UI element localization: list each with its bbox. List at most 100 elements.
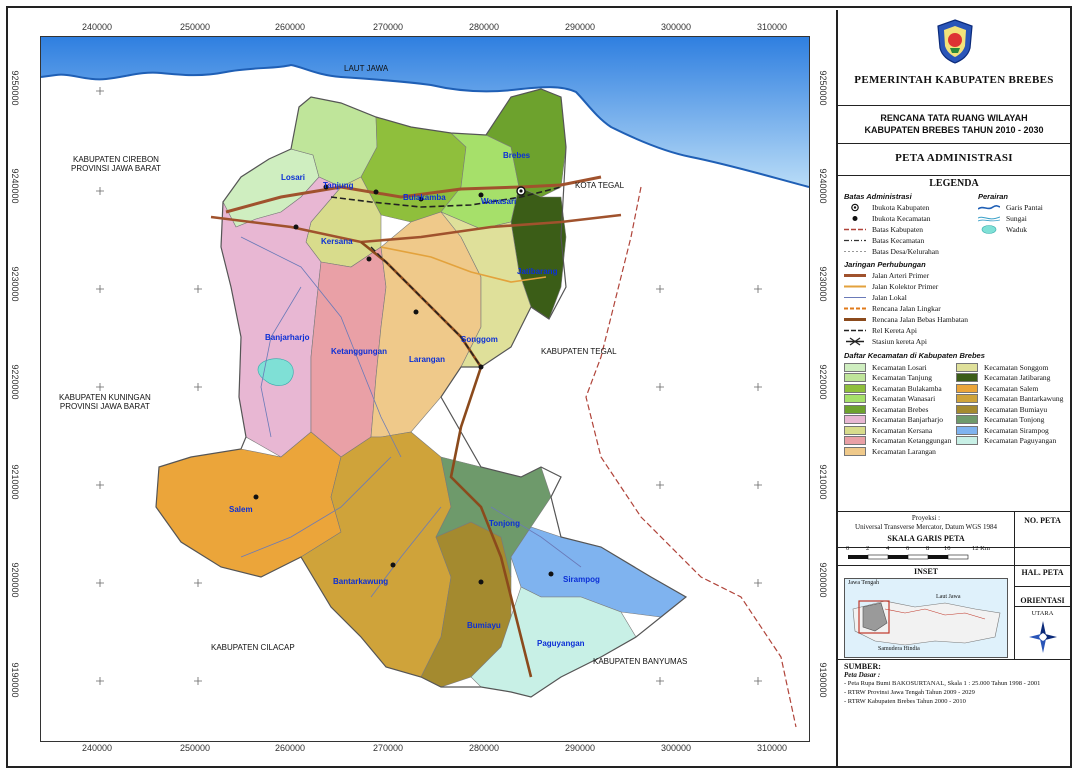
scale-bar xyxy=(848,554,969,560)
daftar-label: Kecamatan Larangan xyxy=(872,446,936,456)
daftar-label: Kecamatan Bantarkawung xyxy=(984,394,1064,404)
swatch-bumiayu xyxy=(956,404,978,414)
info-panel: PEMERINTAH KABUPATEN BREBES RENCANA TATA… xyxy=(836,10,1070,766)
sea-label: LAUT JAWA xyxy=(344,64,389,73)
daftar-label: Kecamatan Bulakamba xyxy=(872,383,942,393)
source-3: - RTRW Kabupaten Brebes Tahun 2000 - 201… xyxy=(844,698,966,705)
daftar-label: Kecamatan Sirampog xyxy=(984,425,1049,435)
x-tick-bottom-300000: 300000 xyxy=(660,743,692,753)
jalan-arteri-symbol xyxy=(844,271,866,280)
legend-ibukota-kecamatan: Ibukota Kecamatan xyxy=(844,214,931,223)
inset-title: INSET xyxy=(913,567,938,576)
north-arrow-icon xyxy=(1029,621,1057,653)
kecamatan-label-brebes: Brebes xyxy=(503,151,531,160)
inset-section: INSET HAL. PETA ORIENTASI UTARA Jawa Ten… xyxy=(838,566,1070,660)
batas-kecamatan-symbol xyxy=(844,236,866,245)
daftar-label: Kecamatan Wanasari xyxy=(872,394,936,404)
swatch-bulakamba xyxy=(844,383,866,393)
road-arteri-primer xyxy=(225,175,602,214)
x-tick-top-250000: 250000 xyxy=(179,22,211,32)
map-title-section: PETA ADMINISTRASI xyxy=(838,144,1070,176)
perairan-title: Perairan xyxy=(978,192,1009,201)
x-tick-top-300000: 300000 xyxy=(660,22,692,32)
x-tick-top-290000: 290000 xyxy=(564,22,596,32)
sea-area xyxy=(41,37,809,187)
reservoir xyxy=(257,358,294,386)
y-tick-right-9190000: 9190000 xyxy=(818,662,828,698)
scale-tick-12: 12 Km xyxy=(972,545,990,552)
projection-section: Proyeksi : Universal Transverse Mercator… xyxy=(838,512,1070,548)
daftar-item-wanasari: Kecamatan Wanasari xyxy=(844,394,951,405)
kecamatan-label-bulakamba: Bulakamba xyxy=(403,193,446,202)
swatch-paguyangan xyxy=(956,436,978,446)
daftar-label: Kecamatan Kersana xyxy=(872,425,933,435)
y-tick-left-9210000: 9210000 xyxy=(10,464,20,500)
legend-batas-kecamatan: Batas Kecamatan xyxy=(844,236,924,245)
scale-tick-4: 4 xyxy=(886,545,890,552)
kecamatan-label-ketanggungan: Ketanggungan xyxy=(331,347,387,356)
scale-tick-8: 8 xyxy=(926,545,930,552)
kecamatan-label-kersana: Kersana xyxy=(321,237,353,246)
inset-label-samudera-hindia: Samudera Hindia xyxy=(878,646,920,652)
swatch-salem xyxy=(956,383,978,393)
daftar-item-tonjong: Kecamatan Tonjong xyxy=(956,415,1063,426)
x-tick-bottom-270000: 270000 xyxy=(372,743,404,753)
x-tick-top-270000: 270000 xyxy=(372,22,404,32)
daftar-item-brebes: Kecamatan Brebes xyxy=(844,404,951,415)
y-tick-left-9230000: 9230000 xyxy=(10,266,20,302)
legend-batas-kabupaten: Batas Kabupaten xyxy=(844,225,923,234)
kecamatan-label-wanasari: Wanasari xyxy=(481,197,517,206)
inset-label-laut-jawa: Laut Jawa xyxy=(936,594,961,600)
divider xyxy=(1015,586,1070,587)
road-kolektor xyxy=(380,246,547,283)
proyeksi-value: Universal Transverse Mercator, Datum WGS… xyxy=(855,523,997,531)
daftar-label: Kecamatan Ketanggungan xyxy=(872,436,952,446)
daftar-item-salem: Kecamatan Salem xyxy=(956,383,1063,394)
map-canvas xyxy=(41,37,809,728)
road-bebas-hambatan xyxy=(360,240,533,678)
y-tick-right-9250000: 9250000 xyxy=(818,70,828,106)
plan-title-line1: RENCANA TATA RUANG WILAYAH xyxy=(880,113,1028,123)
daftar-item-ketanggungan: Kecamatan Ketanggungan xyxy=(844,436,951,447)
x-tick-bottom-280000: 280000 xyxy=(468,743,500,753)
daftar-item-songgom: Kecamatan Songgom xyxy=(956,362,1063,373)
kecamatan-label-losari: Losari xyxy=(281,173,306,182)
kecamatan-label-salem: Salem xyxy=(229,505,253,514)
scale-tick-6: 6 xyxy=(906,545,910,552)
daftar-label: Kecamatan Tonjong xyxy=(984,415,1045,425)
daftar-item-sirampog: Kecamatan Sirampog xyxy=(956,425,1063,436)
jalan-kolektor-symbol xyxy=(844,282,866,291)
y-tick-left-9250000: 9250000 xyxy=(10,70,20,106)
legend-jalan-kolektor: Jalan Kolektor Primer xyxy=(844,282,938,291)
x-tick-bottom-250000: 250000 xyxy=(179,743,211,753)
swatch-ketanggungan xyxy=(844,436,866,446)
kecamatan-label-paguyangan: Paguyangan xyxy=(537,639,585,648)
garis-pantai-symbol xyxy=(977,203,1001,212)
daftar-item-jatibarang: Kecamatan Jatibarang xyxy=(956,373,1063,384)
sungai-symbol xyxy=(977,214,1001,223)
peta-dasar-label: Peta Dasar : xyxy=(844,671,881,679)
grid-crosses xyxy=(96,87,762,685)
daftar-label: Kecamatan Songgom xyxy=(984,362,1049,372)
kecamatan-label-sirampog: Sirampog xyxy=(563,575,600,584)
map-area[interactable]: LAUT JAWA KABUPATEN CIREBON PROVINSI JAWA… xyxy=(40,36,810,742)
x-tick-top-280000: 280000 xyxy=(468,22,500,32)
jaringan-title: Jaringan Perhubungan xyxy=(844,260,926,269)
batas-desa-symbol xyxy=(844,247,866,256)
road-lokal xyxy=(240,236,582,598)
swatch-larangan xyxy=(844,446,866,456)
x-tick-bottom-260000: 260000 xyxy=(274,743,306,753)
map-title: PETA ADMINISTRASI xyxy=(895,152,1013,164)
rail-line-south xyxy=(370,246,482,368)
sumber-title: SUMBER: xyxy=(844,662,881,671)
rail-line xyxy=(330,186,562,208)
x-tick-top-260000: 260000 xyxy=(274,22,306,32)
plan-title-line2: KABUPATEN BREBES TAHUN 2010 - 2030 xyxy=(864,125,1044,135)
daftar-title: Daftar Kecamatan di Kabupaten Brebes xyxy=(844,351,985,360)
kecamatan-label-tonjong: Tonjong xyxy=(489,519,520,528)
divider xyxy=(1014,512,1015,548)
skala-title: SKALA GARIS PETA xyxy=(887,534,965,543)
legend-waduk: Waduk xyxy=(978,225,1027,234)
swatch-bantarkawung xyxy=(956,394,978,404)
y-tick-left-9200000: 9200000 xyxy=(10,562,20,598)
